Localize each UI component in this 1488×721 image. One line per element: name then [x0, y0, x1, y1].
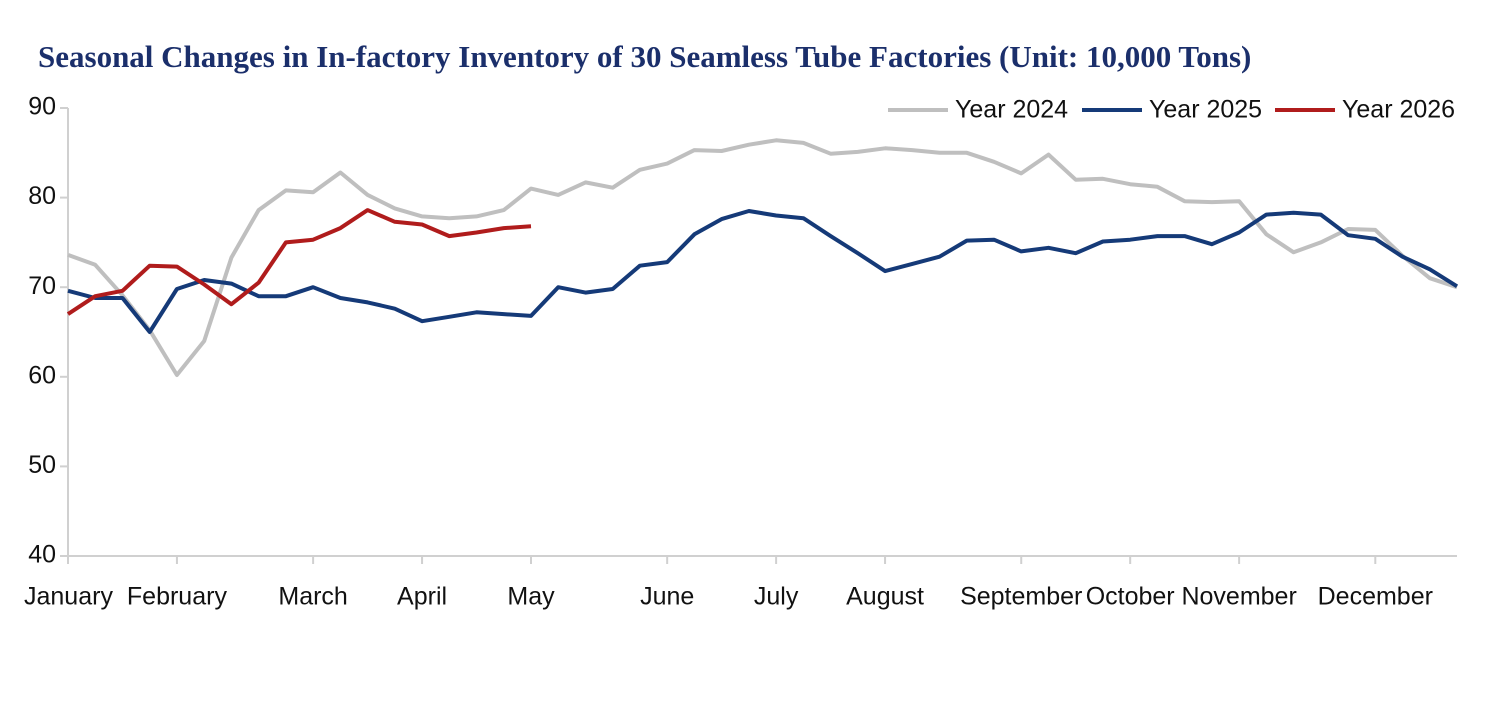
y-tick-label: 70 — [28, 272, 56, 300]
y-tick-label: 60 — [28, 361, 56, 389]
y-tick-label: 50 — [28, 451, 56, 479]
x-tick-label: May — [507, 583, 555, 611]
x-tick-label: December — [1318, 583, 1433, 611]
y-tick-label: 80 — [28, 182, 56, 210]
x-tick-label: October — [1086, 583, 1175, 611]
chart-title: Seasonal Changes in In-factory Inventory… — [38, 39, 1251, 74]
x-tick-label: June — [640, 583, 694, 611]
y-tick-label: 40 — [28, 541, 56, 569]
legend-label: Year 2026 — [1342, 96, 1455, 124]
x-tick-label: April — [397, 583, 447, 611]
series-line — [66, 208, 532, 316]
series-line — [67, 138, 1458, 377]
x-tick-label: February — [127, 583, 228, 611]
y-tick-label: 90 — [28, 93, 56, 121]
series-line — [67, 209, 1459, 334]
x-tick-label: January — [24, 583, 113, 611]
x-tick-label: September — [960, 583, 1082, 611]
x-tick-label: August — [846, 583, 924, 611]
x-tick-label: November — [1181, 583, 1296, 611]
x-tick-label: July — [754, 583, 799, 611]
x-tick-label: March — [278, 583, 347, 611]
legend-label: Year 2025 — [1149, 96, 1262, 124]
legend-label: Year 2024 — [955, 96, 1068, 124]
